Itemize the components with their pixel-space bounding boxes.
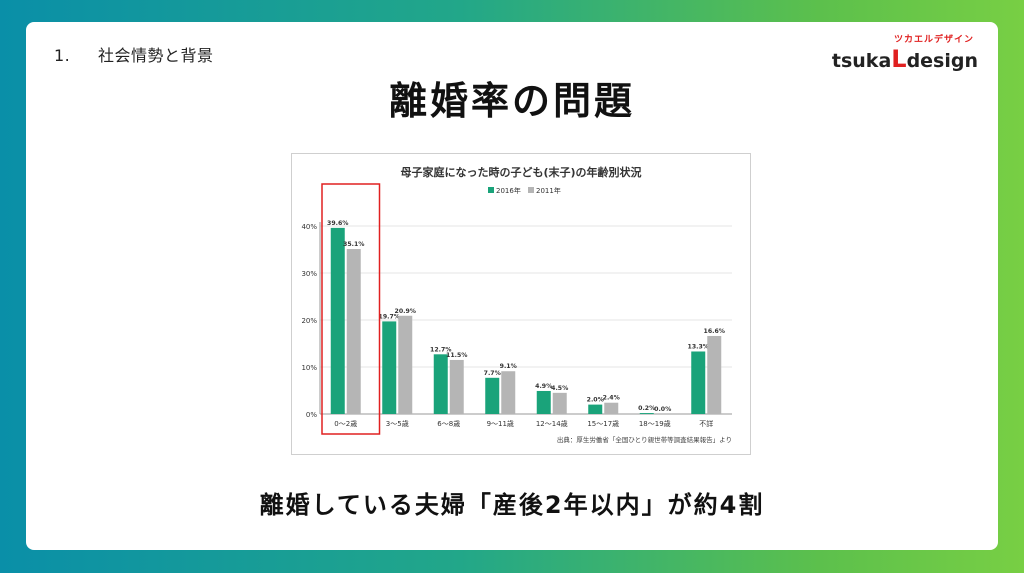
bar-0-5 <box>588 404 603 414</box>
logo-letter: L <box>891 45 907 73</box>
data-label-0-0: 39.6% <box>327 220 348 227</box>
data-label-1-5: 2.4% <box>603 395 620 402</box>
chart-title: 母子家庭になった時の子ども(末子)の年齢別状況 <box>400 165 641 179</box>
data-label-1-6: 0.0% <box>654 406 671 413</box>
bar-0-2 <box>433 354 448 414</box>
y-tick-label-0: 0% <box>306 411 317 419</box>
x-tick-label-4: 12〜14歳 <box>536 419 568 428</box>
logo-post: design <box>906 50 978 72</box>
y-tick-label-1: 10% <box>301 364 317 372</box>
bar-1-0 <box>346 249 361 414</box>
x-tick-label-6: 18〜19歳 <box>639 419 671 428</box>
y-tick-label-2: 20% <box>301 317 317 325</box>
bar-0-7 <box>691 351 706 414</box>
bar-0-6 <box>639 413 654 414</box>
bar-1-7 <box>707 335 722 414</box>
section-title: 社会情勢と背景 <box>98 46 214 65</box>
legend-label-1: 2011年 <box>536 186 561 195</box>
bar-1-2 <box>449 359 464 414</box>
x-tick-label-3: 9〜11歳 <box>487 419 514 428</box>
slide: 1. 社会情勢と背景 ツカエルデザイン tsukaLdesign 離婚率の問題 母… <box>26 22 998 550</box>
bar-0-3 <box>485 377 500 414</box>
bar-chart: 母子家庭になった時の子ども(末子)の年齢別状況 2016年 2011年 0% 10% 20… <box>301 165 732 444</box>
logo-kana: ツカエルデザイン <box>893 35 974 45</box>
legend-swatch-0 <box>488 187 494 193</box>
data-label-1-0: 35.1% <box>343 241 364 248</box>
legend-label-0: 2016年 <box>496 186 521 195</box>
x-tick-label-0: 0〜2歳 <box>334 419 357 428</box>
data-label-0-5: 2.0% <box>587 397 604 404</box>
data-label-0-1: 19.7% <box>379 313 400 320</box>
bar-0-1 <box>382 321 397 414</box>
y-tick-label-3: 30% <box>301 270 317 278</box>
chart-source: 出典：厚生労働省「全国ひとり親世帯等調査結果報告」より <box>557 435 732 444</box>
data-label-0-6: 0.2% <box>638 405 655 412</box>
bar-0-4 <box>536 390 551 414</box>
section-heading: 1. 社会情勢と背景 <box>54 42 214 66</box>
bar-1-1 <box>398 315 413 414</box>
logo: ツカエルデザイン tsukaLdesign <box>832 32 978 73</box>
legend-swatch-1 <box>528 187 534 193</box>
bar-1-3 <box>501 371 516 414</box>
data-label-1-1: 20.9% <box>395 308 416 315</box>
slide-subtitle: 離婚している夫婦「産後2年以内」が約4割 <box>259 491 765 519</box>
data-label-0-4: 4.9% <box>535 383 552 390</box>
data-label-0-2: 12.7% <box>430 346 451 353</box>
page-title: 離婚率の問題 <box>388 79 635 123</box>
logo-wordmark: tsukaLdesign <box>832 45 978 73</box>
logo-pre: tsuka <box>831 50 892 72</box>
chart-container: 母子家庭になった時の子ども(末子)の年齢別状況 2016年 2011年 0% 10% 20… <box>291 153 751 455</box>
highlight-box <box>321 183 381 435</box>
data-label-0-3: 7.7% <box>484 370 501 377</box>
bar-0-0 <box>330 227 345 414</box>
data-label-0-7: 13.3% <box>688 343 709 350</box>
data-label-1-7: 16.6% <box>704 328 725 335</box>
x-tick-label-2: 6〜8歳 <box>437 419 460 428</box>
section-number: 1. <box>54 46 71 65</box>
data-label-1-2: 11.5% <box>446 352 467 359</box>
x-tick-label-1: 3〜5歳 <box>386 419 409 428</box>
data-label-1-3: 9.1% <box>500 363 517 370</box>
x-tick-label-7: 不詳 <box>699 419 713 428</box>
bar-1-4 <box>552 392 567 414</box>
x-tick-label-5: 15〜17歳 <box>587 419 619 428</box>
y-tick-label-4: 40% <box>301 223 317 231</box>
data-label-1-4: 4.5% <box>551 385 568 392</box>
bar-1-5 <box>604 402 619 414</box>
